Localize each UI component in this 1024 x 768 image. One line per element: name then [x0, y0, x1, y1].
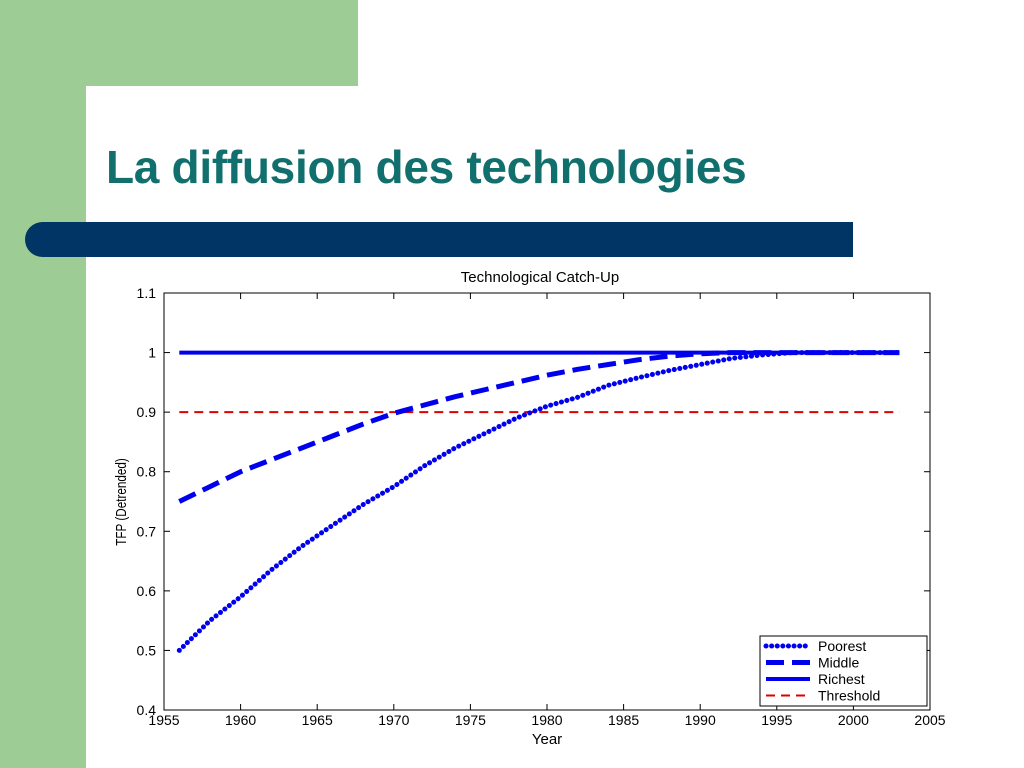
x-tick-label: 1970 [378, 712, 409, 728]
x-tick-label: 1975 [455, 712, 486, 728]
y-tick-label: 0.8 [137, 464, 157, 480]
y-tick-label: 0.4 [137, 702, 157, 718]
y-tick-label: 0.7 [137, 523, 157, 539]
chart-title: Technological Catch-Up [461, 269, 619, 286]
x-tick-label: 1960 [225, 712, 256, 728]
y-tick-label: 0.9 [137, 404, 157, 420]
legend-label-richest: Richest [818, 671, 865, 687]
y-tick-label: 0.6 [137, 583, 157, 599]
content-corner [86, 86, 166, 166]
x-tick-label: 2005 [914, 712, 945, 728]
x-tick-label: 1990 [685, 712, 716, 728]
x-tick-label: 1955 [148, 712, 179, 728]
y-tick-label: 0.5 [137, 642, 157, 658]
x-axis-label: Year [532, 731, 562, 748]
x-tick-label: 1980 [531, 712, 562, 728]
title-underline-bar [25, 222, 853, 257]
x-tick-label: 1965 [302, 712, 333, 728]
y-tick-label: 1 [148, 345, 156, 361]
slide-title: La diffusion des technologies [106, 141, 747, 193]
green-decoration-left [0, 0, 86, 768]
x-tick-label: 1985 [608, 712, 639, 728]
x-tick-label: 1995 [761, 712, 792, 728]
legend-label-poorest: Poorest [818, 638, 866, 654]
y-axis-label: TFP (Detrended) [113, 458, 130, 545]
x-tick-label: 2000 [838, 712, 869, 728]
tfp-line-chart: Technological Catch-Up Year TFP (Detrend… [113, 269, 946, 748]
series-line-poorest [176, 350, 902, 653]
legend-label-threshold: Threshold [818, 688, 880, 704]
series-line-middle [178, 350, 900, 504]
legend-label-middle: Middle [818, 655, 859, 671]
y-tick-label: 1.1 [137, 285, 157, 301]
